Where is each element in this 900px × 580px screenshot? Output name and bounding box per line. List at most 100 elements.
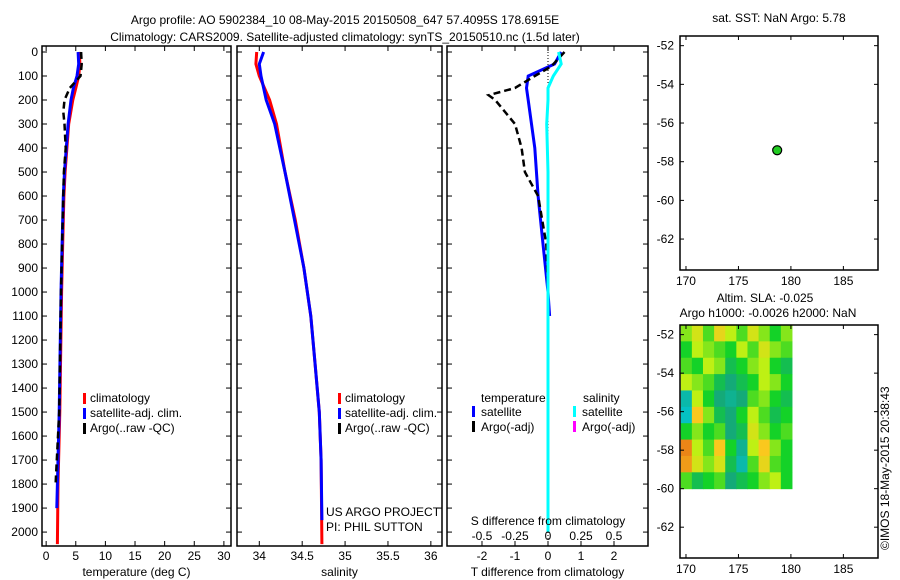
series-line-t-satellite (524, 51, 563, 317)
legend-header-temperature: temperature (481, 391, 546, 405)
sla-heatmap-cell (747, 423, 760, 441)
sla-heatmap-cell (714, 423, 726, 441)
sla-heatmap-cell (691, 390, 704, 408)
sla-heatmap-cell (714, 390, 726, 408)
depth-tick-label: 300 (18, 117, 38, 131)
sla-heatmap-cell (702, 357, 715, 375)
sla-map-subtitle: Argo h1000: -0.0026 h2000: NaN (680, 306, 857, 320)
legend-header-salinity: salinity (583, 391, 620, 405)
sla-heatmap-cell (780, 325, 793, 342)
sla-heatmap-cell (747, 455, 760, 473)
series-line-satellite-adj-clim- (257, 51, 324, 521)
sst-map-ytick-label: -52 (657, 39, 675, 53)
salinity-xtick-label: 34 (253, 549, 267, 563)
sla-heatmap-cell (780, 439, 793, 457)
depth-tick-label: 1300 (11, 357, 38, 371)
salinity-xtick-label: 35 (338, 549, 352, 563)
series-line-t-argo-adj- (485, 51, 566, 485)
sla-map-frame (679, 324, 879, 559)
sla-heatmap-cell (758, 357, 771, 375)
sla-heatmap-cell (747, 341, 760, 359)
argo-location-marker (772, 145, 783, 156)
figure-title-line2: Climatology: CARS2009. Satellite-adjuste… (110, 30, 580, 44)
pi-label: PI: PHIL SUTTON (326, 520, 423, 534)
difference-xtick-label: -2 (477, 549, 488, 563)
sla-heatmap-cell (691, 472, 704, 490)
legend-entry: climatology (90, 391, 150, 405)
sla-heatmap-cell (725, 390, 737, 408)
legend-swatch (83, 423, 86, 434)
sla-heatmap-cell (758, 472, 771, 490)
sla-heatmap-cell (691, 423, 704, 441)
sla-heatmap-cell (680, 341, 693, 359)
s-diff-tick-label: -0.5 (472, 529, 493, 543)
sla-heatmap-cell (702, 439, 715, 457)
sla-heatmap-cell (702, 406, 715, 424)
sla-heatmap-cell (758, 423, 771, 441)
sla-heatmap-cell (714, 374, 726, 391)
depth-tick-label: 1800 (11, 477, 38, 491)
depth-tick-label: 1200 (11, 333, 38, 347)
sla-heatmap-cell (780, 423, 793, 441)
sla-heatmap-cell (680, 423, 693, 441)
sla-heatmap-cell (725, 325, 737, 342)
s-diff-axis-label: S difference from climatology (471, 514, 626, 528)
sla-heatmap-cell (691, 325, 704, 342)
project-label: US ARGO PROJECT (326, 505, 441, 519)
credit-label: ©IMOS 18-May-2015 20:38:43 (878, 386, 892, 550)
sla-heatmap-cell (758, 374, 771, 391)
depth-tick-label: 0 (31, 45, 38, 59)
sla-heatmap-cell (780, 455, 793, 473)
sla-heatmap-cell (736, 423, 748, 441)
sla-heatmap-cell (680, 455, 693, 473)
sla-heatmap-cell (714, 439, 726, 457)
difference-xlabel: T difference from climatology (471, 565, 625, 579)
depth-tick-label: 1100 (12, 309, 38, 323)
difference-xtick-label: 1 (578, 549, 585, 563)
sla-heatmap-cell (680, 439, 693, 457)
sla-heatmap-cell (691, 374, 704, 391)
salinity-xlabel: salinity (321, 565, 358, 579)
sla-heatmap-cell (747, 472, 760, 490)
sla-heatmap-cell (702, 423, 715, 441)
sla-heatmap-cell (747, 374, 760, 391)
legend-entry: satellite (582, 405, 623, 419)
sst-map-xtick-label: 175 (728, 274, 748, 288)
sla-heatmap-cell (680, 390, 693, 408)
sla-heatmap-cell (736, 406, 748, 424)
sla-heatmap-cell (736, 341, 748, 359)
sla-heatmap-cell (758, 341, 771, 359)
difference-xtick-label: 2 (611, 549, 618, 563)
sla-heatmap-cell (714, 357, 726, 375)
sla-map-ytick-label: -60 (657, 482, 675, 496)
legend-entry: satellite-adj. clim. (345, 406, 437, 420)
sla-heatmap-cell (758, 455, 771, 473)
sla-map-ytick-label: -56 (657, 405, 675, 419)
salinity-xtick-label: 35.5 (376, 549, 400, 563)
temperature-xtick-label: 5 (72, 549, 79, 563)
s-diff-tick-label: 0 (545, 529, 552, 543)
series-line-argo-raw-qc- (54, 51, 83, 485)
legend-entry: climatology (345, 391, 405, 405)
temperature-xtick-label: 30 (217, 549, 231, 563)
sla-heatmap-cell (702, 455, 715, 473)
depth-tick-label: 1400 (11, 381, 38, 395)
sla-heatmap-cell (736, 439, 748, 457)
sla-heatmap-cell (725, 341, 737, 359)
sla-heatmap-cell (691, 341, 704, 359)
legend-entry: satellite (481, 405, 522, 419)
sla-heatmap-cell (747, 325, 760, 342)
legend-entry: Argo(-adj) (582, 420, 635, 434)
sla-heatmap-cell (680, 374, 693, 391)
sla-heatmap-cell (769, 341, 782, 359)
sla-map-title: Altim. SLA: -0.025 (717, 291, 814, 305)
legend-swatch (472, 406, 475, 417)
sla-heatmap-cell (769, 357, 782, 375)
sla-heatmap-cell (769, 406, 782, 424)
sla-heatmap-cell (769, 439, 782, 457)
sla-map-xtick-label: 185 (833, 562, 853, 576)
sst-map-ytick-label: -62 (657, 232, 675, 246)
sst-map-ytick-label: -60 (657, 193, 675, 207)
s-diff-tick-label: 0.5 (606, 529, 623, 543)
